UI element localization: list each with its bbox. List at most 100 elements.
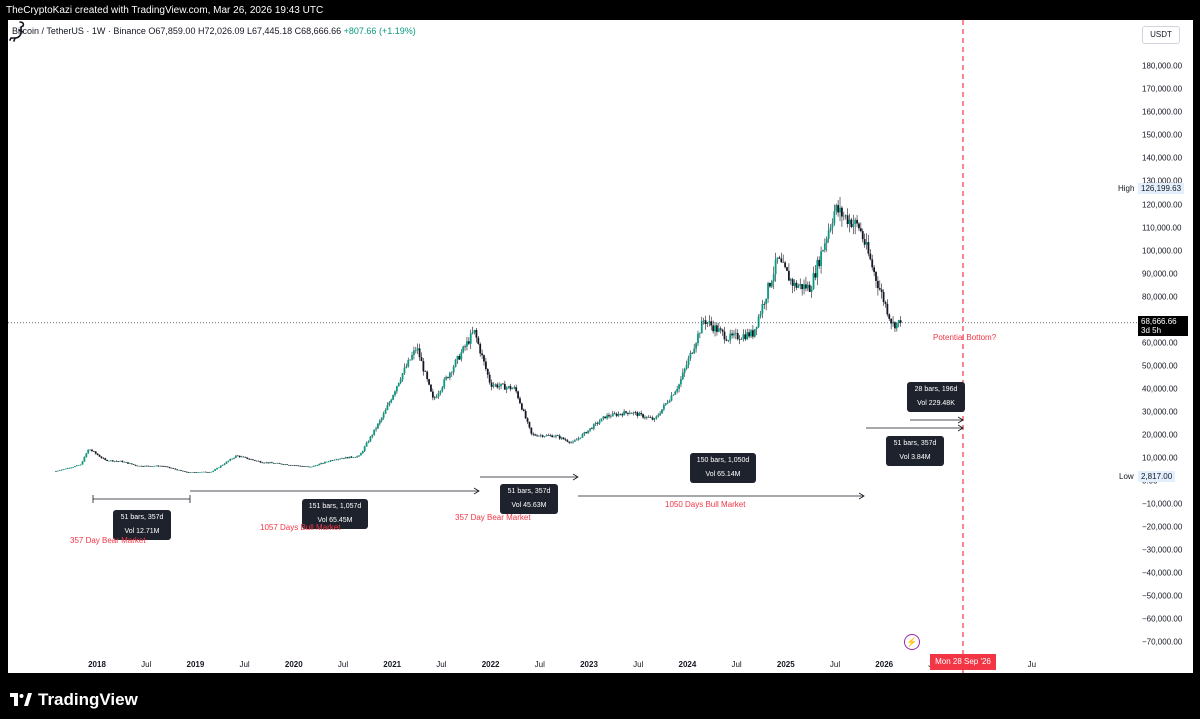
candle-down	[236, 455, 239, 457]
measure-box-3-vol: Vol 45.63M	[511, 502, 547, 509]
candle-down	[142, 466, 145, 467]
candle-down	[859, 228, 862, 232]
candle-up	[318, 464, 321, 466]
dino-icon[interactable]	[8, 20, 28, 42]
candle-up	[594, 422, 597, 425]
candle-up	[820, 251, 822, 267]
annotation-potential-bottom[interactable]: Potential Bottom?	[933, 333, 997, 342]
candle-up	[511, 388, 514, 390]
candle-up	[58, 470, 61, 472]
candle-down	[627, 412, 629, 414]
candle-up	[689, 352, 692, 359]
candle-down	[420, 357, 423, 362]
candle-up	[390, 399, 393, 403]
candle-up	[617, 413, 620, 416]
candle-down	[270, 462, 273, 464]
measure-box-5[interactable]: 28 bars, 196d Vol 229.48K	[907, 382, 965, 412]
candle-up	[469, 333, 472, 344]
measure-box-4[interactable]: 150 bars, 1,050d Vol 65.14M	[690, 453, 756, 483]
candle-down	[564, 439, 567, 441]
measure-box-1[interactable]: 51 bars, 357d Vol 12.71M	[113, 510, 171, 540]
candle-up	[538, 435, 540, 437]
candle-down	[608, 415, 610, 417]
annotation-bear-2[interactable]: 357 Day Bear Market	[455, 513, 531, 522]
candle-up	[602, 416, 605, 419]
candle-down	[346, 457, 349, 459]
candle-up	[746, 332, 749, 340]
measure-box-4-bars: 150 bars, 1,050d	[696, 457, 750, 464]
candle-up	[77, 465, 80, 466]
candle-down	[778, 257, 781, 259]
lightning-icon[interactable]: ⚡	[904, 634, 920, 650]
candle-up	[600, 418, 603, 422]
candle-up	[789, 279, 792, 281]
candle-down	[769, 283, 771, 287]
candle-up	[305, 466, 307, 468]
candle-up	[333, 459, 336, 461]
candle-down	[89, 449, 91, 451]
measure-box-2[interactable]: 151 bars, 1,057d Vol 65.45M	[302, 499, 368, 529]
candle-up	[810, 289, 813, 292]
candle-down	[280, 463, 283, 465]
candle-up	[587, 430, 590, 434]
candle-down	[876, 280, 879, 289]
candle-down	[484, 361, 487, 369]
candle-up	[852, 224, 855, 228]
candle-down	[282, 464, 285, 465]
tradingview-logo[interactable]: TradingView	[10, 690, 138, 710]
candle-up	[456, 355, 459, 360]
candle-up	[435, 396, 438, 398]
candle-up	[219, 465, 222, 468]
candle-down	[780, 258, 783, 263]
legend-symbol: Bitcoin / TetherUS · 1W · Binance	[12, 26, 146, 36]
candle-up	[678, 384, 680, 389]
candle-up	[64, 468, 67, 470]
candle-up	[363, 446, 366, 452]
annotation-bull-1[interactable]: 1057 Days Bull Market	[260, 523, 341, 532]
annotation-bull-2[interactable]: 1050 Days Bull Market	[665, 500, 746, 509]
y-tick-label: −70,000.00	[1142, 637, 1183, 647]
annotation-bear-1[interactable]: 357 Day Bear Market	[70, 536, 146, 545]
candle-down	[132, 464, 135, 465]
candle-up	[831, 223, 834, 228]
candle-down	[596, 422, 599, 424]
measure-box-3[interactable]: 51 bars, 357d Vol 45.63M	[500, 484, 558, 514]
currency-button[interactable]: USDT	[1142, 26, 1180, 44]
candle-up	[816, 259, 819, 278]
candle-down	[748, 332, 751, 337]
y-tick-label: 100,000.00	[1142, 246, 1183, 256]
measure-box-6[interactable]: 51 bars, 357d Vol 3.84M	[886, 436, 944, 466]
candle-down	[288, 464, 290, 466]
y-tick-label: −60,000.00	[1142, 614, 1183, 624]
x-tick-label: 2026	[875, 660, 894, 669]
candle-down	[530, 427, 533, 434]
author-header-text: TheCryptoKazi created with TradingView.c…	[6, 5, 324, 16]
candle-up	[454, 359, 457, 367]
candle-up	[693, 348, 696, 354]
current-price-value: 68,666.66	[1141, 317, 1177, 326]
candle-down	[331, 460, 334, 461]
candle-down	[250, 459, 252, 460]
candle-down	[187, 472, 190, 473]
candle-down	[350, 456, 353, 458]
candle-down	[293, 465, 296, 466]
candle-up	[839, 207, 841, 213]
y-tick-label: 120,000.00	[1142, 200, 1183, 210]
chart-pane[interactable]: Bitcoin / TetherUS · 1W · Binance O67,85…	[8, 20, 1193, 673]
candle-down	[163, 466, 165, 467]
candle-down	[183, 471, 186, 472]
y-tick-label: 30,000.00	[1142, 407, 1178, 417]
price-chart[interactable]	[8, 20, 1193, 673]
candle-up	[178, 470, 180, 471]
x-tick-label: 2019	[186, 660, 205, 669]
candle-up	[797, 285, 800, 288]
candle-up	[231, 458, 234, 460]
candle-down	[433, 397, 436, 399]
candle-up	[441, 387, 444, 391]
candle-down	[858, 223, 860, 229]
candle-down	[306, 466, 309, 468]
candle-up	[159, 466, 162, 467]
candle-up	[411, 355, 413, 360]
candle-down	[168, 466, 171, 468]
candle-down	[644, 417, 646, 419]
